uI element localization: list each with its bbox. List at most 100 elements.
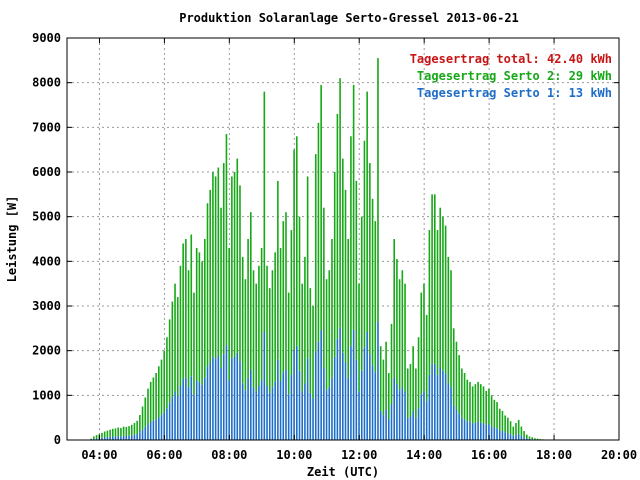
bar-serto1 bbox=[125, 435, 128, 440]
chart-title: Produktion Solaranlage Serto-Gressel 201… bbox=[179, 11, 519, 25]
bar-serto1 bbox=[282, 372, 285, 440]
bar-serto2 bbox=[385, 341, 387, 410]
bar-serto1 bbox=[293, 349, 295, 440]
bar-serto2 bbox=[461, 368, 463, 418]
bar-serto2 bbox=[450, 270, 452, 388]
bar-serto2 bbox=[304, 256, 306, 384]
bar-serto1 bbox=[336, 338, 339, 440]
bar-serto1 bbox=[247, 377, 249, 440]
x-tick-label: 06:00 bbox=[146, 448, 182, 462]
bar-serto2 bbox=[439, 207, 442, 368]
bar-serto2 bbox=[190, 234, 193, 377]
bar-serto2 bbox=[128, 426, 130, 436]
bar-serto2 bbox=[260, 247, 263, 381]
bar-serto2 bbox=[160, 359, 163, 416]
bar-serto2 bbox=[247, 239, 249, 378]
bar-serto1 bbox=[296, 345, 298, 440]
bar-serto2 bbox=[158, 366, 160, 418]
bar-serto2 bbox=[501, 410, 504, 431]
bar-serto2 bbox=[482, 386, 485, 424]
bar-serto2 bbox=[222, 163, 225, 355]
bar-serto1 bbox=[420, 394, 423, 440]
bar-serto1 bbox=[222, 354, 225, 440]
bar-serto1 bbox=[144, 426, 147, 440]
bar-serto2 bbox=[106, 430, 109, 438]
bar-serto2 bbox=[193, 292, 195, 395]
bar-serto2 bbox=[241, 256, 244, 384]
bar-serto2 bbox=[225, 134, 228, 346]
bar-serto1 bbox=[434, 363, 436, 440]
legend-entry-serto2: Tagesertrag Serto 2: 29 kWh bbox=[417, 69, 612, 83]
bar-serto2 bbox=[388, 373, 390, 420]
bar-serto2 bbox=[496, 402, 498, 429]
bar-serto1 bbox=[168, 402, 171, 440]
bar-serto2 bbox=[144, 397, 147, 427]
bar-serto2 bbox=[231, 176, 233, 359]
bar-serto1 bbox=[390, 403, 393, 440]
bar-serto2 bbox=[214, 176, 217, 359]
bar-serto2 bbox=[217, 167, 220, 356]
bar-serto2 bbox=[228, 247, 230, 381]
bar-serto2 bbox=[390, 323, 393, 404]
bar-serto1 bbox=[263, 331, 266, 440]
bar-serto2 bbox=[374, 221, 377, 373]
bar-serto1 bbox=[382, 415, 385, 440]
bar-serto1 bbox=[515, 434, 517, 440]
bar-serto1 bbox=[260, 380, 263, 440]
bar-serto1 bbox=[258, 385, 260, 440]
bar-serto2 bbox=[347, 239, 350, 378]
bar-serto1 bbox=[147, 424, 149, 440]
bar-serto2 bbox=[233, 172, 236, 357]
bar-serto2 bbox=[406, 368, 409, 418]
bar-serto2 bbox=[536, 438, 539, 440]
bar-serto2 bbox=[141, 406, 144, 430]
bar-serto2 bbox=[320, 84, 322, 330]
bar-serto2 bbox=[425, 314, 428, 402]
bar-serto1 bbox=[217, 355, 220, 440]
bar-serto2 bbox=[293, 149, 295, 350]
bar-serto2 bbox=[452, 328, 455, 406]
bar-serto1 bbox=[285, 369, 287, 440]
bar-serto1 bbox=[333, 356, 336, 440]
bar-serto1 bbox=[93, 438, 95, 440]
bar-serto2 bbox=[350, 136, 352, 346]
bar-serto1 bbox=[393, 377, 396, 440]
bar-serto1 bbox=[231, 358, 233, 440]
bar-serto1 bbox=[504, 432, 506, 440]
bar-serto1 bbox=[185, 377, 187, 440]
bar-serto2 bbox=[469, 381, 471, 422]
bar-serto1 bbox=[369, 354, 371, 440]
bar-serto2 bbox=[171, 301, 174, 398]
legend: Tagesertrag total: 42.40 kWh Tagesertrag … bbox=[410, 52, 612, 100]
bar-serto2 bbox=[474, 384, 477, 423]
bar-serto2 bbox=[112, 428, 114, 437]
x-tick-label: 14:00 bbox=[406, 448, 442, 462]
bar-serto1 bbox=[106, 437, 109, 440]
bar-serto2 bbox=[323, 207, 325, 368]
bar-serto1 bbox=[507, 433, 509, 440]
bar-serto2 bbox=[185, 239, 187, 378]
bar-serto2 bbox=[155, 373, 157, 420]
bar-serto1 bbox=[344, 362, 347, 440]
bar-serto2 bbox=[255, 283, 258, 392]
bar-serto2 bbox=[176, 297, 179, 396]
x-tick-label: 12:00 bbox=[341, 448, 377, 462]
bar-serto2 bbox=[415, 368, 417, 418]
bar-serto1 bbox=[485, 424, 488, 440]
bar-serto1 bbox=[214, 358, 217, 440]
bar-serto1 bbox=[139, 432, 141, 440]
bar-serto2 bbox=[103, 431, 106, 438]
bar-serto2 bbox=[336, 113, 339, 339]
bar-serto1 bbox=[377, 321, 379, 440]
bar-serto2 bbox=[122, 426, 125, 436]
x-tick-label: 18:00 bbox=[536, 448, 572, 462]
axes: 0 1000 2000 3000 4000 5000 6000 7000 8000 9000 04:… bbox=[32, 31, 637, 462]
bar-serto1 bbox=[287, 394, 290, 440]
y-axis-label: Leistung [W] bbox=[5, 196, 19, 283]
bar-serto2 bbox=[444, 225, 447, 374]
bar-serto1 bbox=[255, 391, 258, 440]
bar-serto1 bbox=[187, 387, 190, 440]
bar-serto1 bbox=[342, 352, 344, 440]
bar-serto1 bbox=[314, 351, 317, 440]
x-tick-label: 08:00 bbox=[211, 448, 247, 462]
